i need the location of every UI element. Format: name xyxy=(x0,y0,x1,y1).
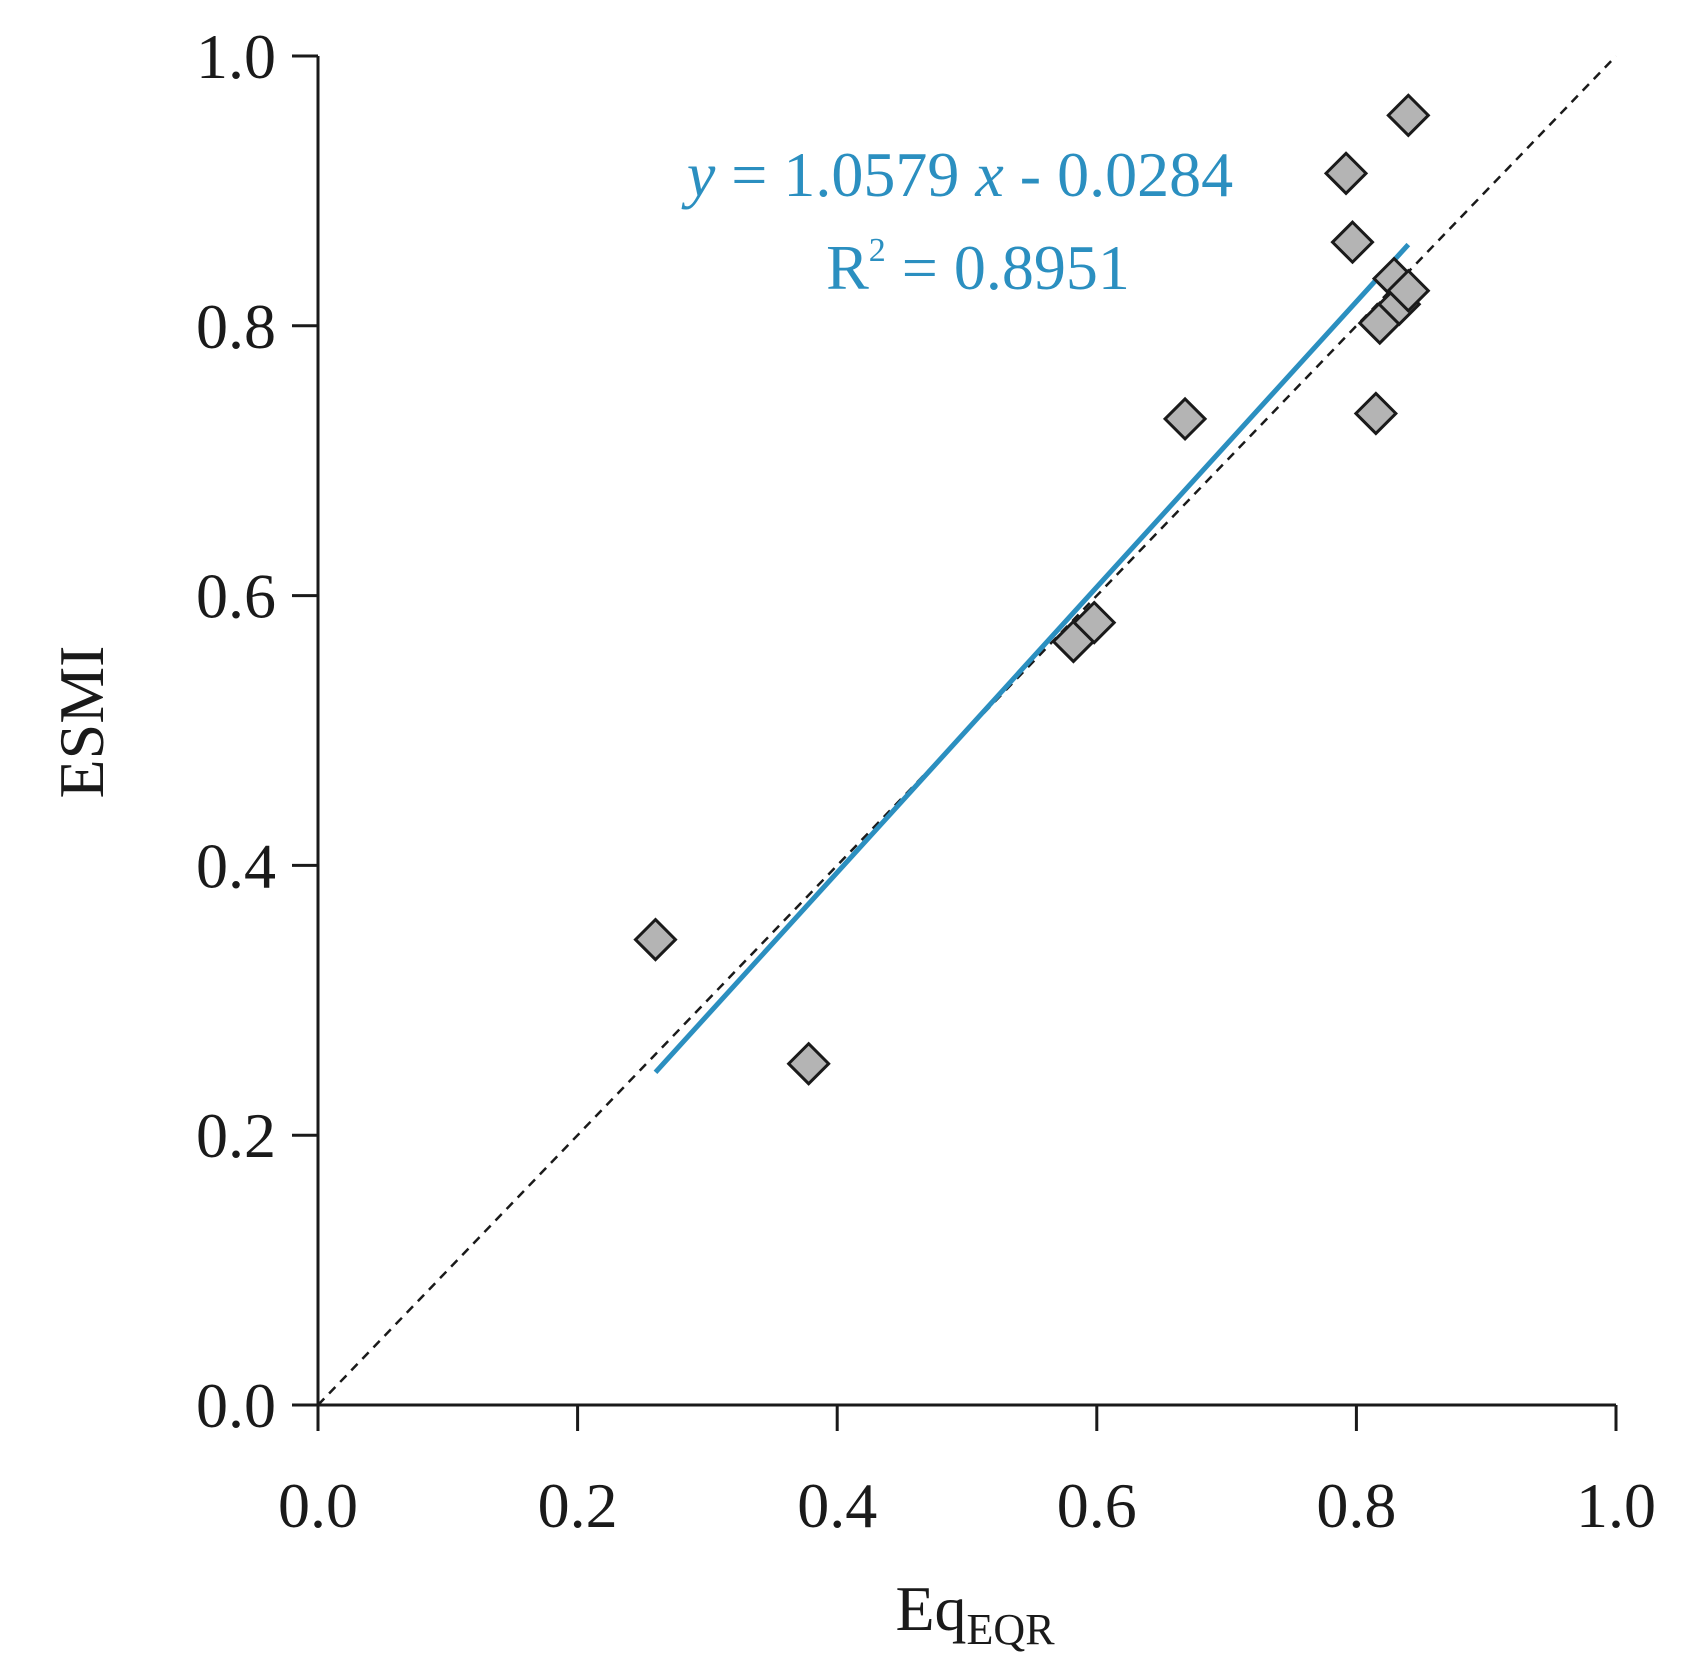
x-tick-label: 0.8 xyxy=(1316,1470,1396,1541)
equation-intercept: - 0.0284 xyxy=(1004,139,1233,210)
data-point-marker xyxy=(1386,268,1431,313)
r2-superscript: 2 xyxy=(869,232,886,269)
y-tick-label: 0.0 xyxy=(196,1370,276,1441)
equation-y-var: y xyxy=(681,139,716,210)
data-point-marker xyxy=(1072,600,1117,645)
x-tick-label: 0.0 xyxy=(278,1470,358,1541)
data-point-marker xyxy=(1330,220,1375,265)
y-tick-label: 0.8 xyxy=(196,291,276,362)
axes xyxy=(316,56,1616,1407)
fit-line xyxy=(653,242,1411,1074)
markers xyxy=(633,93,1431,1086)
r2-value: = 0.8951 xyxy=(886,232,1130,303)
equation-slope: = 1.0579 xyxy=(715,139,975,210)
x-axis-title-main: Eq xyxy=(895,1573,966,1644)
x-tick-label: 0.6 xyxy=(1057,1470,1137,1541)
y-axis-title: ESMI xyxy=(46,646,117,799)
data-point-marker xyxy=(786,1041,831,1086)
x-tick-label: 0.4 xyxy=(797,1470,877,1541)
data-point-marker xyxy=(1386,93,1431,138)
equation-x-var: x xyxy=(974,139,1003,210)
y-tick-label: 0.4 xyxy=(196,830,276,901)
x-axis-title-subscript: EQR xyxy=(967,1605,1056,1654)
ticks: 0.0 0.2 0.4 0.6 0.8 1.0 0.0 0.2 0.4 0.6 0.8 1.0 xyxy=(196,21,1656,1541)
data-point-marker xyxy=(1162,396,1208,442)
y-tick-label: 1.0 xyxy=(196,21,276,92)
x-tick-label: 1.0 xyxy=(1576,1470,1656,1541)
data-point-marker xyxy=(1323,151,1369,196)
y-tick-label: 0.6 xyxy=(196,561,276,632)
r2-symbol: R xyxy=(826,232,869,303)
data-point-marker xyxy=(633,917,678,962)
fit-equation: y = 1.0579 x - 0.0284 xyxy=(681,139,1233,210)
y-tick-label: 0.2 xyxy=(196,1100,276,1171)
fit-r-squared: R2 = 0.8951 xyxy=(826,232,1130,303)
data-point-marker xyxy=(1353,391,1398,436)
x-tick-label: 0.2 xyxy=(538,1470,618,1541)
x-axis-title: EqEQR xyxy=(895,1573,1055,1654)
